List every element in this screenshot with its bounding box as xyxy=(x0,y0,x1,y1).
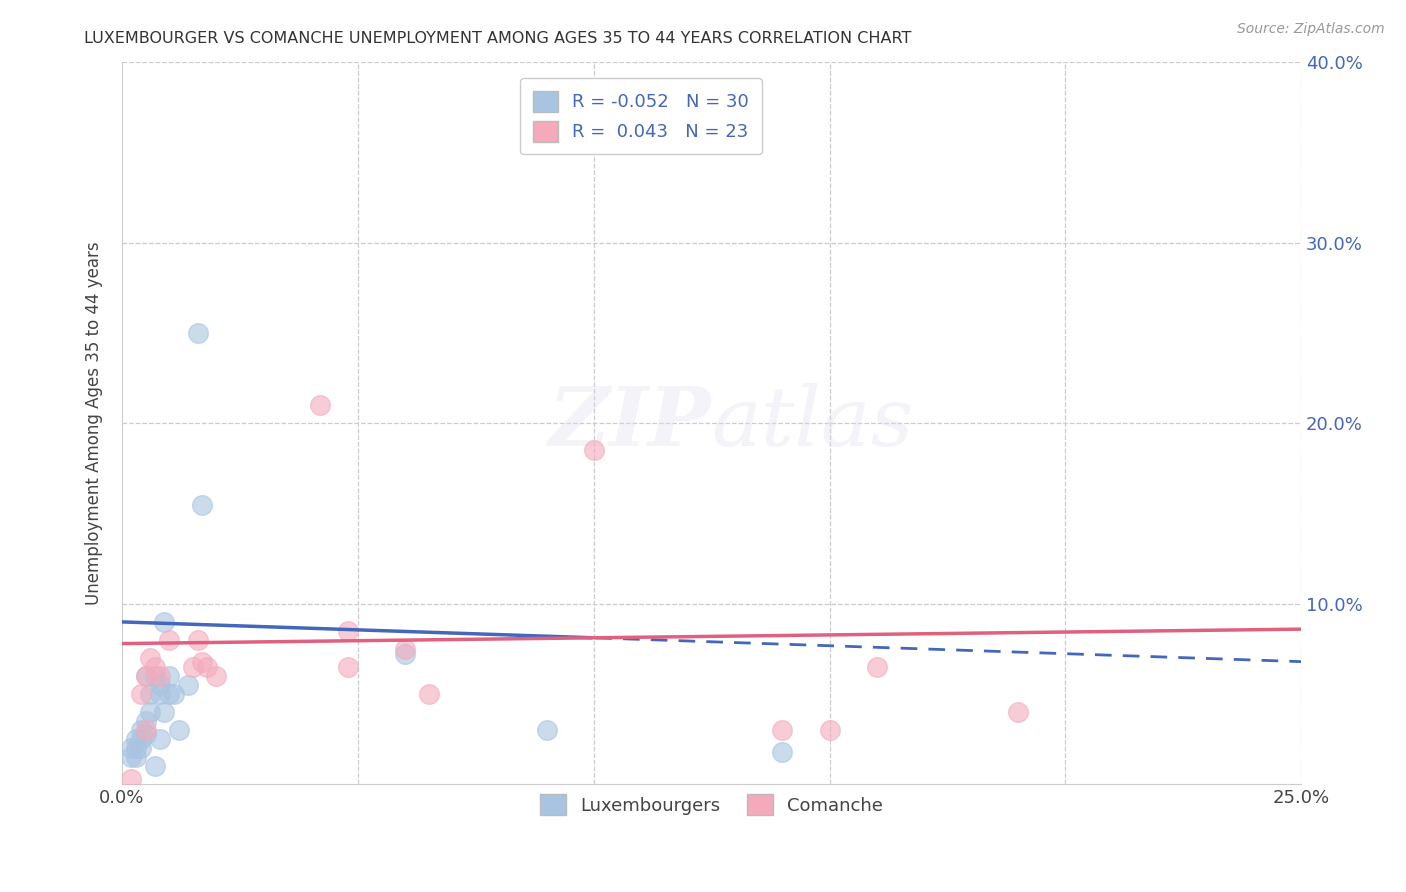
Point xyxy=(818,723,841,738)
Point xyxy=(121,741,143,756)
Point xyxy=(157,669,180,683)
Point xyxy=(582,443,605,458)
Point xyxy=(167,723,190,738)
Point xyxy=(143,660,166,674)
Point xyxy=(129,687,152,701)
Point xyxy=(186,632,208,647)
Point xyxy=(121,772,143,786)
Point xyxy=(149,669,172,683)
Point xyxy=(337,624,360,638)
Point xyxy=(205,669,228,683)
Point xyxy=(129,741,152,756)
Point xyxy=(149,678,172,692)
Point xyxy=(177,678,200,692)
Point xyxy=(181,660,204,674)
Point xyxy=(1007,705,1029,719)
Point xyxy=(770,723,793,738)
Legend: Luxembourgers, Comanche: Luxembourgers, Comanche xyxy=(530,783,894,826)
Text: Source: ZipAtlas.com: Source: ZipAtlas.com xyxy=(1237,22,1385,37)
Point xyxy=(135,727,157,741)
Point xyxy=(153,705,176,719)
Point xyxy=(129,723,152,738)
Text: atlas: atlas xyxy=(711,384,914,463)
Point xyxy=(143,669,166,683)
Point xyxy=(153,615,176,629)
Point xyxy=(191,498,214,512)
Point xyxy=(770,745,793,759)
Point xyxy=(866,660,889,674)
Point xyxy=(135,669,157,683)
Point xyxy=(195,660,218,674)
Point xyxy=(129,732,152,747)
Point xyxy=(135,723,157,738)
Point xyxy=(191,655,214,669)
Point xyxy=(186,326,208,340)
Point xyxy=(139,705,162,719)
Text: ZIP: ZIP xyxy=(548,384,711,463)
Point xyxy=(125,741,148,756)
Point xyxy=(135,714,157,729)
Y-axis label: Unemployment Among Ages 35 to 44 years: Unemployment Among Ages 35 to 44 years xyxy=(86,242,103,605)
Point xyxy=(163,687,186,701)
Point xyxy=(337,660,360,674)
Point xyxy=(149,732,172,747)
Point xyxy=(149,687,172,701)
Point xyxy=(121,750,143,764)
Point xyxy=(135,669,157,683)
Point xyxy=(139,651,162,665)
Point xyxy=(157,687,180,701)
Point xyxy=(394,642,416,657)
Text: LUXEMBOURGER VS COMANCHE UNEMPLOYMENT AMONG AGES 35 TO 44 YEARS CORRELATION CHAR: LUXEMBOURGER VS COMANCHE UNEMPLOYMENT AM… xyxy=(84,31,911,46)
Point xyxy=(125,732,148,747)
Point xyxy=(139,687,162,701)
Point xyxy=(309,398,332,412)
Point xyxy=(143,759,166,773)
Point xyxy=(157,632,180,647)
Point xyxy=(418,687,440,701)
Point xyxy=(125,750,148,764)
Point xyxy=(536,723,558,738)
Point xyxy=(394,648,416,662)
